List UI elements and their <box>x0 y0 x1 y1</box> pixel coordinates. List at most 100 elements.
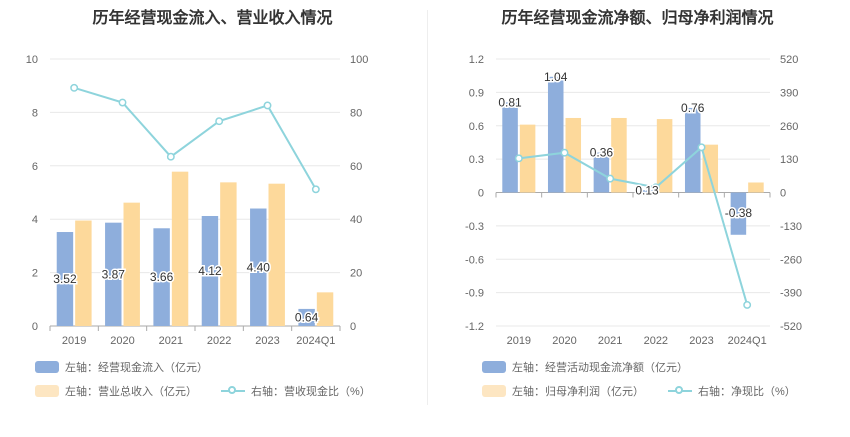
right-y-left-tick: 0.9 <box>469 87 484 99</box>
right-legend-item-2[interactable]: 左轴：归母净利润（亿元） <box>482 383 644 399</box>
right-x-tick-label: 2021 <box>598 335 622 347</box>
right-data-label-2020: 1.04 <box>544 70 568 84</box>
left-line-point-2023 <box>263 101 272 110</box>
left-line-point-2021 <box>166 152 175 161</box>
left-legend-item-1[interactable]: 左轴：经营现金流入（亿元） <box>35 359 208 375</box>
right-data-label-2019: 0.81 <box>498 95 522 109</box>
left-bar-s1-2023 <box>250 208 267 326</box>
left-y-right-tick: 60 <box>350 161 362 173</box>
left-y-right-tick: 40 <box>350 214 362 226</box>
left-y-left-tick: 2 <box>32 268 38 280</box>
right-bar-s2-2019 <box>519 124 536 193</box>
left-y-right-tick: 0 <box>350 321 356 333</box>
right-y-right-tick: 520 <box>780 54 798 66</box>
left-legend-label-1: 左轴：经营现金流入（亿元） <box>65 362 208 374</box>
left-legend-label-2: 左轴：营业总收入（亿元） <box>65 386 197 398</box>
right-line-point-2020 <box>560 148 569 157</box>
left-y-left-tick: 4 <box>32 214 38 226</box>
left-bar-s2-2020 <box>123 202 140 326</box>
right-bar-s2-2022 <box>656 119 673 193</box>
right-y-right-tick: 0 <box>780 188 786 200</box>
left-x-tick-label: 2024Q1 <box>296 335 335 347</box>
left-y-left-tick: 10 <box>26 54 38 66</box>
right-y-left-tick: -1.2 <box>465 321 484 333</box>
right-y-left-tick: 0 <box>478 188 484 200</box>
left-legend-swatch-3 <box>221 385 245 397</box>
left-legend-item-3[interactable]: 右轴：营收现金比（%） <box>221 383 371 399</box>
left-bar-s1-2022 <box>201 215 219 326</box>
right-y-left-tick: 0.3 <box>469 154 484 166</box>
left-bar-s2-2021 <box>171 171 189 326</box>
right-data-label-2023: 0.76 <box>681 101 705 115</box>
left-bar-s2-2024Q1 <box>316 292 334 326</box>
right-line-point-2019 <box>514 154 523 163</box>
right-x-tick-label: 2022 <box>644 335 668 347</box>
left-bar-s1-2020 <box>105 222 122 326</box>
right-y-right-tick: -390 <box>780 288 802 300</box>
right-legend-swatch-1 <box>482 361 506 373</box>
right-legend-item-1[interactable]: 左轴：经营活动现金流净额（亿元） <box>482 359 688 375</box>
left-legend-swatch-2 <box>35 385 59 397</box>
right-line-point-2024Q1 <box>743 300 752 309</box>
right-y-right-tick: 130 <box>780 154 798 166</box>
right-legend-label-1: 左轴：经营活动现金流净额（亿元） <box>512 362 688 374</box>
right-bar-s1-2022 <box>639 190 655 193</box>
right-y-left-tick: -0.6 <box>465 254 484 266</box>
left-line-point-2022 <box>215 117 224 126</box>
right-data-label-2022: 0.13 <box>635 183 659 197</box>
right-line-point-2022 <box>651 183 660 192</box>
right-y-left-tick: 0.6 <box>469 121 484 133</box>
left-bar-s1-2021 <box>153 228 170 326</box>
right-line-point-2021 <box>606 174 615 183</box>
left-x-tick-label: 2022 <box>207 335 231 347</box>
right-y-left-tick: -0.9 <box>465 288 484 300</box>
left-bar-s1-2024Q1 <box>298 308 315 326</box>
right-chart-svg: -1.2 -0.9 -0.6 -0.3 0 0.3 0.6 0.9 1.2 -520 -390 -26… <box>465 54 802 347</box>
left-x-tick-label: 2023 <box>255 335 279 347</box>
right-line-series <box>518 145 749 306</box>
right-x-tick-label: 2020 <box>552 335 576 347</box>
left-chart-panel: 历年经营现金流入、营业收入情况 0 2 4 6 8 10 0 20 40 60 80 100 2019 2… <box>26 10 371 399</box>
right-data-label-2021: 0.36 <box>590 145 614 159</box>
left-y-left-tick: 0 <box>32 321 38 333</box>
right-y-right-tick: -520 <box>780 321 802 333</box>
right-bar-s2-2020 <box>565 117 582 193</box>
right-y-right-tick: 260 <box>780 121 798 133</box>
left-x-tick-label: 2020 <box>110 335 134 347</box>
left-legend-item-2[interactable]: 左轴：营业总收入（亿元） <box>35 383 197 399</box>
left-legend-swatch-1 <box>35 361 59 373</box>
left-line-point-2020 <box>118 98 127 107</box>
left-data-label-2023: 4.40 <box>247 260 271 274</box>
left-chart-title: 历年经营现金流入、营业收入情况 <box>92 10 333 27</box>
left-line-series <box>73 86 317 190</box>
right-legend-label-2: 左轴：归母净利润（亿元） <box>512 386 644 398</box>
panel-divider <box>427 10 428 405</box>
right-y-left-tick: -0.3 <box>465 221 484 233</box>
right-data-label-2024Q1: -0.38 <box>725 206 753 220</box>
left-y-right-tick: 20 <box>350 268 362 280</box>
left-data-label-2024Q1: 0.64 <box>295 310 319 324</box>
right-legend-item-3[interactable]: 右轴：净现比（%） <box>668 383 796 399</box>
right-bar-s1-2019 <box>502 102 518 193</box>
left-bar-s2-2019 <box>75 220 92 326</box>
right-bar-s2-2021 <box>611 117 627 193</box>
right-x-tick-label: 2024Q1 <box>728 335 767 347</box>
right-legend-label-3: 右轴：净现比（%） <box>698 386 796 398</box>
right-bar-s1-2020 <box>547 76 564 193</box>
left-x-tick-label: 2021 <box>159 335 183 347</box>
right-x-tick-label: 2023 <box>689 335 713 347</box>
left-data-label-2021: 3.66 <box>150 270 174 284</box>
left-legend-label-3: 右轴：营收现金比（%） <box>251 386 371 398</box>
left-y-right-tick: 80 <box>350 107 362 119</box>
right-x-tick-label: 2019 <box>507 335 531 347</box>
right-y-right-tick: -260 <box>780 254 802 266</box>
left-line-point-2024Q1 <box>311 185 320 194</box>
left-data-label-2022: 4.12 <box>198 264 222 278</box>
left-y-left-tick: 8 <box>32 107 38 119</box>
right-y-left-tick: 1.2 <box>469 54 484 66</box>
left-line-point-2019 <box>70 83 79 92</box>
left-y-right-tick: 100 <box>350 54 368 66</box>
left-y-left-tick: 6 <box>32 161 38 173</box>
right-y-right-tick: -130 <box>780 221 802 233</box>
